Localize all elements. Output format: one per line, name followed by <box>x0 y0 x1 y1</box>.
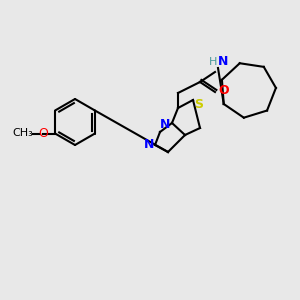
Text: O: O <box>218 85 229 98</box>
Text: H: H <box>209 57 217 67</box>
Text: S: S <box>194 98 203 111</box>
Text: N: N <box>160 118 170 130</box>
Text: CH₃: CH₃ <box>12 128 33 139</box>
Text: O: O <box>38 127 48 140</box>
Text: N: N <box>218 55 228 68</box>
Text: N: N <box>144 139 154 152</box>
